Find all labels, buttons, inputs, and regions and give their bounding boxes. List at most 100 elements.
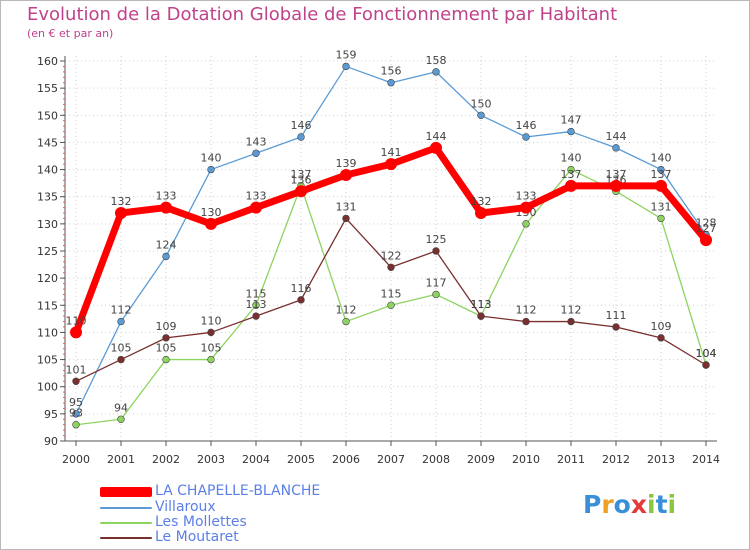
data-label-la-chapelle-blanche: 130	[201, 206, 222, 219]
logo-letter: x	[630, 490, 647, 519]
data-point-la-chapelle-blanche	[655, 179, 667, 192]
data-label-la-chapelle-blanche: 110	[66, 314, 87, 327]
data-point-villaroux	[477, 111, 485, 119]
x-tick-label: 2013	[647, 453, 675, 466]
data-label-le-moutaret: 125	[426, 233, 447, 246]
data-label-le-moutaret: 104	[696, 347, 717, 360]
data-point-villaroux	[612, 144, 620, 152]
data-label-la-chapelle-blanche: 133	[246, 190, 267, 203]
data-point-le-moutaret	[567, 317, 575, 326]
y-tick-label: 95	[44, 408, 58, 421]
legend-label-les-mollettes: Les Mollettes	[155, 514, 247, 530]
y-tick-label: 125	[37, 245, 58, 258]
data-point-villaroux	[387, 79, 395, 87]
legend-label-villaroux: Villaroux	[155, 499, 216, 515]
y-tick-label: 90	[44, 435, 58, 448]
data-label-la-chapelle-blanche: 132	[471, 195, 492, 208]
data-label-le-moutaret: 131	[336, 200, 357, 213]
data-label-le-moutaret: 113	[246, 298, 267, 311]
data-label-la-chapelle-blanche: 144	[426, 130, 447, 143]
data-point-villaroux	[252, 149, 260, 157]
data-label-villaroux: 156	[381, 65, 402, 78]
y-tick-label: 160	[37, 55, 58, 68]
data-label-villaroux: 158	[426, 54, 447, 67]
data-point-le-moutaret	[162, 334, 170, 342]
y-tick-label: 155	[37, 82, 58, 95]
data-label-la-chapelle-blanche: 133	[516, 190, 537, 203]
x-tick-label: 2008	[422, 453, 450, 466]
data-label-la-chapelle-blanche: 127	[696, 222, 717, 235]
data-label-les-mollettes: 105	[201, 342, 222, 355]
data-label-la-chapelle-blanche: 137	[561, 168, 582, 181]
data-point-les-mollettes	[252, 301, 260, 309]
data-label-le-moutaret: 112	[516, 304, 537, 317]
data-label-la-chapelle-blanche: 139	[336, 157, 357, 170]
data-point-villaroux	[522, 133, 530, 141]
x-tick-label: 2004	[242, 453, 270, 466]
x-tick-label: 2012	[602, 453, 630, 466]
data-label-villaroux: 147	[561, 114, 582, 127]
data-label-villaroux: 128	[696, 217, 717, 230]
data-label-les-mollettes: 117	[426, 276, 447, 289]
data-point-la-chapelle-blanche	[565, 179, 577, 192]
y-tick-label: 150	[37, 109, 58, 122]
logo-letter: i	[667, 490, 677, 519]
data-point-la-chapelle-blanche	[70, 326, 82, 339]
data-label-les-mollettes: 93	[69, 407, 83, 420]
data-label-villaroux: 146	[291, 119, 312, 132]
data-label-les-mollettes: 137	[291, 168, 312, 181]
data-point-les-mollettes	[162, 355, 170, 364]
data-point-la-chapelle-blanche	[610, 179, 622, 192]
data-label-la-chapelle-blanche: 137	[606, 168, 627, 181]
data-label-villaroux: 140	[651, 152, 672, 165]
data-point-la-chapelle-blanche	[430, 141, 442, 154]
x-tick-label: 2001	[107, 453, 135, 466]
data-point-la-chapelle-blanche	[115, 207, 127, 219]
data-point-villaroux	[567, 127, 575, 136]
x-tick-label: 2010	[512, 453, 540, 466]
data-point-la-chapelle-blanche	[340, 169, 352, 181]
x-tick-label: 2007	[377, 453, 405, 466]
data-label-le-moutaret: 116	[291, 282, 312, 295]
y-tick-label: 130	[37, 218, 58, 231]
data-label-le-moutaret: 109	[156, 320, 177, 333]
data-point-le-moutaret	[342, 214, 350, 223]
y-tick-label: 145	[37, 136, 58, 149]
data-point-le-moutaret	[702, 361, 710, 369]
data-label-la-chapelle-blanche: 136	[291, 173, 312, 186]
x-tick-label: 2009	[467, 453, 495, 466]
x-tick-label: 2006	[332, 453, 360, 466]
data-label-le-moutaret: 105	[111, 342, 132, 355]
data-point-le-moutaret	[477, 312, 485, 320]
x-tick-label: 2011	[557, 453, 585, 466]
data-point-villaroux	[432, 68, 440, 76]
data-point-le-moutaret	[522, 317, 530, 326]
data-label-les-mollettes: 94	[114, 401, 128, 414]
data-label-villaroux: 144	[606, 130, 627, 143]
legend-label-le-moutaret: Le Moutaret	[155, 529, 239, 545]
y-tick-label: 105	[37, 354, 58, 367]
data-point-villaroux	[207, 165, 215, 174]
data-label-le-moutaret: 122	[381, 249, 402, 262]
legend-swatch-la-chapelle-blanche	[100, 487, 152, 497]
data-point-les-mollettes	[657, 214, 665, 223]
data-label-les-mollettes: 104	[696, 347, 717, 360]
data-label-villaroux: 143	[246, 135, 267, 148]
data-point-le-moutaret	[117, 355, 125, 364]
logo-letter: o	[613, 490, 631, 519]
data-point-la-chapelle-blanche	[205, 217, 217, 230]
data-label-les-mollettes: 140	[561, 152, 582, 165]
data-label-les-mollettes: 105	[156, 342, 177, 355]
data-point-les-mollettes	[432, 290, 440, 299]
data-point-le-moutaret	[72, 377, 80, 385]
data-point-le-moutaret	[297, 296, 305, 304]
data-point-villaroux	[117, 317, 125, 326]
data-label-les-mollettes: 115	[246, 287, 267, 300]
data-point-la-chapelle-blanche	[160, 201, 172, 214]
data-point-les-mollettes	[117, 415, 125, 423]
data-label-le-moutaret: 109	[651, 320, 672, 333]
legend-swatch-villaroux	[100, 507, 152, 509]
legend-swatch-le-moutaret	[100, 537, 152, 539]
